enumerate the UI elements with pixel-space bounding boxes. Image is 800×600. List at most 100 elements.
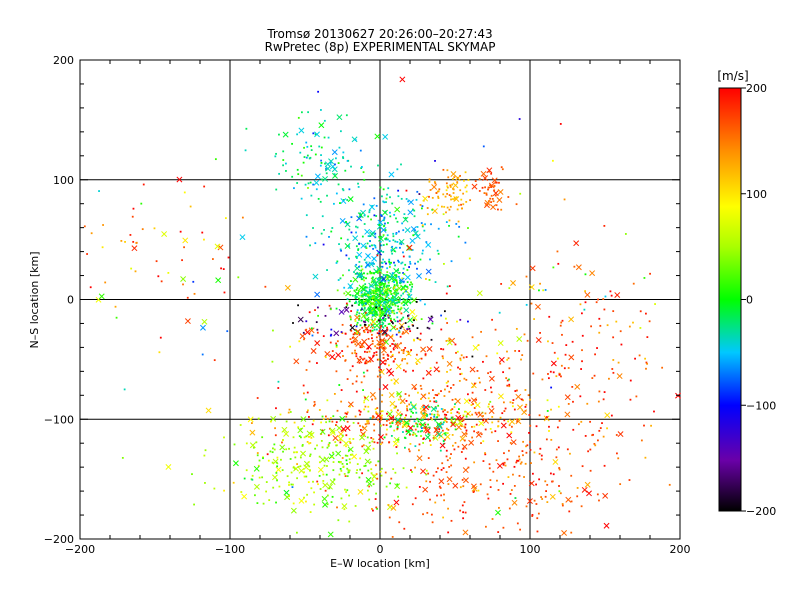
data-point <box>223 291 226 294</box>
data-point-x <box>498 356 505 363</box>
data-point <box>368 211 371 214</box>
data-point <box>538 414 541 417</box>
data-point <box>643 277 646 279</box>
data-point <box>456 176 459 179</box>
data-point <box>452 198 454 200</box>
data-point <box>310 145 313 148</box>
data-point <box>412 433 414 436</box>
data-point <box>424 223 426 226</box>
data-point <box>513 465 516 468</box>
data-point <box>296 182 299 184</box>
data-point <box>341 332 344 334</box>
data-point <box>319 164 322 167</box>
data-point <box>344 359 347 362</box>
data-point <box>460 354 463 357</box>
colorbar-tick-label: 0 <box>746 294 753 307</box>
data-point <box>442 467 445 470</box>
data-point <box>418 193 421 195</box>
data-point <box>326 269 328 271</box>
data-point <box>436 494 438 497</box>
colorbar-tick-label: 200 <box>746 82 767 95</box>
data-point <box>367 292 369 295</box>
data-point-x <box>478 420 485 427</box>
data-point <box>368 290 371 293</box>
data-point <box>525 445 527 448</box>
data-point <box>335 421 338 424</box>
data-point <box>376 288 378 290</box>
data-point <box>460 203 462 206</box>
data-point <box>355 263 358 266</box>
data-point <box>405 290 408 293</box>
data-point-x <box>283 430 290 437</box>
data-point <box>489 197 492 200</box>
data-point <box>363 178 366 181</box>
data-point <box>310 487 313 490</box>
data-point <box>371 479 374 482</box>
data-point <box>255 441 258 444</box>
data-point <box>245 127 248 130</box>
data-point <box>387 354 390 357</box>
data-point <box>400 243 403 246</box>
data-point <box>383 292 386 295</box>
data-point <box>297 116 300 119</box>
data-point-x <box>357 488 364 495</box>
data-point <box>376 441 379 444</box>
data-point <box>380 244 383 247</box>
data-point <box>306 440 309 443</box>
data-point <box>385 294 388 297</box>
data-point <box>371 280 374 283</box>
data-point <box>548 315 551 318</box>
data-point <box>303 425 306 427</box>
data-point <box>395 233 398 235</box>
data-point <box>529 424 532 427</box>
data-point <box>358 361 361 364</box>
data-point <box>603 464 606 467</box>
data-point <box>429 258 431 261</box>
data-point <box>463 439 466 442</box>
data-point <box>475 398 478 401</box>
data-point <box>604 295 607 298</box>
data-point <box>386 353 389 356</box>
data-point <box>411 471 413 473</box>
data-point <box>445 292 448 295</box>
data-point <box>329 161 332 164</box>
data-point-x <box>362 308 369 315</box>
data-point <box>367 215 370 218</box>
data-point <box>602 298 605 300</box>
data-point-x <box>495 509 501 516</box>
data-point <box>420 387 423 390</box>
data-point <box>526 339 529 342</box>
data-point <box>553 351 556 354</box>
data-point <box>444 431 447 434</box>
data-point <box>290 471 293 474</box>
data-point <box>378 309 381 312</box>
data-point <box>400 349 403 352</box>
data-point <box>357 297 360 300</box>
data-point <box>611 368 614 370</box>
data-point-x <box>404 227 411 234</box>
data-point-x <box>521 409 528 416</box>
data-point <box>354 343 357 346</box>
data-point <box>338 243 340 246</box>
data-point <box>420 398 422 400</box>
data-point <box>346 475 349 478</box>
data-point-x <box>528 284 535 291</box>
data-point-x <box>308 431 315 438</box>
data-point <box>378 284 381 287</box>
data-point <box>366 328 369 331</box>
data-point <box>374 287 377 290</box>
data-point <box>363 433 366 436</box>
data-point <box>183 246 185 249</box>
data-point <box>256 397 259 399</box>
data-point <box>299 456 302 459</box>
data-point <box>153 227 156 230</box>
data-point-x <box>380 342 387 349</box>
data-point <box>596 493 599 496</box>
data-point <box>654 303 656 305</box>
data-point <box>296 463 299 465</box>
data-point-x <box>436 431 443 438</box>
data-point <box>361 346 364 349</box>
data-point <box>526 444 529 447</box>
data-point <box>378 283 381 286</box>
data-point <box>179 230 182 233</box>
